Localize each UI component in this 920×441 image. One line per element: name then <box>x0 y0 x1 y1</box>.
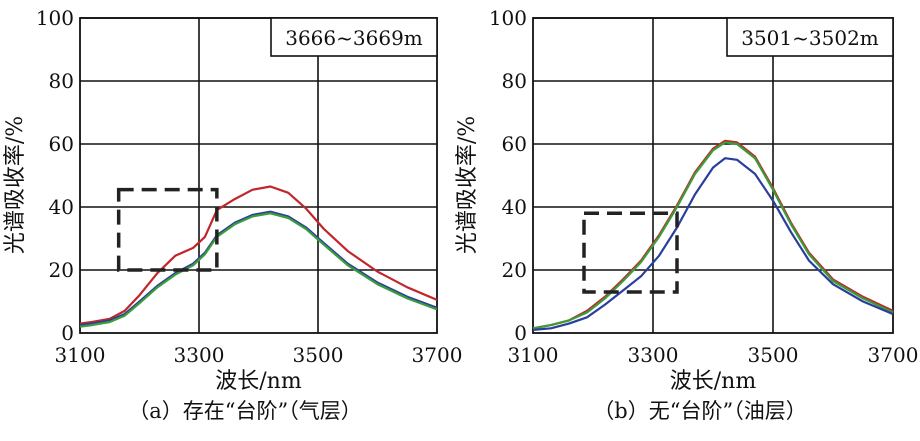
annotation-label: 3501~3502m <box>741 26 879 50</box>
y-tick-label: 0 <box>514 321 527 345</box>
annotation-box <box>270 17 438 57</box>
y-axis-label: 光谱吸收率/% <box>455 116 480 254</box>
y-tick-label: 40 <box>502 195 527 219</box>
x-tick-label: 3500 <box>293 343 344 367</box>
y-tick-label: 20 <box>49 258 74 282</box>
highlight-box <box>582 211 679 294</box>
x-tick-label: 3700 <box>412 343 463 367</box>
y-axis-label: 光谱吸收率/% <box>3 116 28 254</box>
annotation-box <box>726 17 894 57</box>
x-axis-label: 波长/nm <box>215 369 302 394</box>
panel-b: 0 20 40 60 80 100 3100 3300 3500 3700 3501~3502m 波长… <box>455 6 918 423</box>
series-line-2 <box>532 157 894 331</box>
x-tick-label: 3300 <box>174 343 225 367</box>
series-line-1 <box>532 141 894 330</box>
plot-frame <box>532 17 894 334</box>
y-tick-label: 100 <box>36 6 74 30</box>
x-tick-label: 3100 <box>55 343 106 367</box>
y-tick-label: 100 <box>489 6 527 30</box>
panel-caption: （b）无“台阶”（油层） <box>593 399 806 423</box>
y-tick-label: 60 <box>502 132 527 156</box>
series-line-0 <box>79 185 438 325</box>
panel-caption: （a）存在“台阶”（气层） <box>128 399 362 423</box>
series-line-2 <box>79 212 438 328</box>
y-tick-label: 20 <box>502 258 527 282</box>
series-line-1 <box>79 210 438 327</box>
x-tick-label: 3500 <box>748 343 799 367</box>
x-tick-label: 3300 <box>628 343 679 367</box>
y-tick-label: 80 <box>502 69 527 93</box>
y-tick-label: 60 <box>49 132 74 156</box>
annotation-label: 3666~3669m <box>285 26 423 50</box>
y-tick-label: 0 <box>61 321 74 345</box>
plot-frame <box>79 17 438 334</box>
x-tick-label: 3100 <box>508 343 559 367</box>
panel-a: 0 20 40 60 80 100 3100 3300 3500 3700 3666~3669m 波长… <box>3 6 462 423</box>
y-tick-label: 80 <box>49 69 74 93</box>
highlight-box <box>116 187 219 272</box>
x-axis-label: 波长/nm <box>670 369 757 394</box>
y-tick-label: 40 <box>49 195 74 219</box>
x-tick-label: 3700 <box>868 343 919 367</box>
